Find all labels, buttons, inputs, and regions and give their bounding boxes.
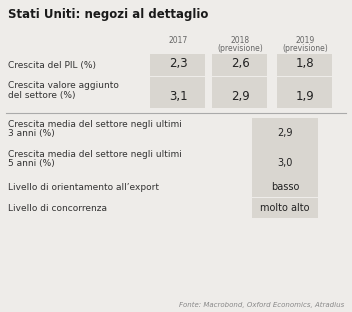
Bar <box>212 54 267 76</box>
Text: Crescita media del settore negli ultimi: Crescita media del settore negli ultimi <box>8 150 182 159</box>
Text: (previsione): (previsione) <box>217 44 263 53</box>
Bar <box>252 148 318 178</box>
Text: 2,3: 2,3 <box>169 57 187 71</box>
Text: Crescita media del settore negli ultimi: Crescita media del settore negli ultimi <box>8 120 182 129</box>
Text: 2017: 2017 <box>168 36 188 45</box>
Text: Fonte: Macrobond, Oxford Economics, Atradius: Fonte: Macrobond, Oxford Economics, Atra… <box>179 302 344 308</box>
Text: 2018: 2018 <box>231 36 250 45</box>
Text: molto alto: molto alto <box>260 203 310 213</box>
Text: Crescita valore aggiunto: Crescita valore aggiunto <box>8 81 119 90</box>
Bar <box>212 77 267 108</box>
Text: Livello di orientamento all’export: Livello di orientamento all’export <box>8 183 159 193</box>
Text: 3 anni (%): 3 anni (%) <box>8 129 55 138</box>
Bar <box>277 54 332 76</box>
Text: 5 anni (%): 5 anni (%) <box>8 159 55 168</box>
Text: Livello di concorrenza: Livello di concorrenza <box>8 204 107 213</box>
Text: 2,9: 2,9 <box>231 90 249 103</box>
Text: 1,8: 1,8 <box>296 57 314 71</box>
Text: (previsione): (previsione) <box>282 44 328 53</box>
Text: Crescita del PIL (%): Crescita del PIL (%) <box>8 61 96 70</box>
Bar <box>252 198 318 218</box>
Text: 3,1: 3,1 <box>169 90 187 103</box>
Bar <box>150 77 205 108</box>
Text: 3,0: 3,0 <box>277 158 293 168</box>
Bar <box>150 54 205 76</box>
Text: 2,6: 2,6 <box>231 57 249 71</box>
Bar <box>252 178 318 197</box>
Text: basso: basso <box>271 183 299 193</box>
Text: 1,9: 1,9 <box>296 90 314 103</box>
Text: 2,9: 2,9 <box>277 128 293 138</box>
Bar <box>277 77 332 108</box>
Text: Stati Uniti: negozi al dettaglio: Stati Uniti: negozi al dettaglio <box>8 8 208 21</box>
Bar <box>252 118 318 148</box>
Text: 2019: 2019 <box>295 36 315 45</box>
Text: del settore (%): del settore (%) <box>8 91 75 100</box>
